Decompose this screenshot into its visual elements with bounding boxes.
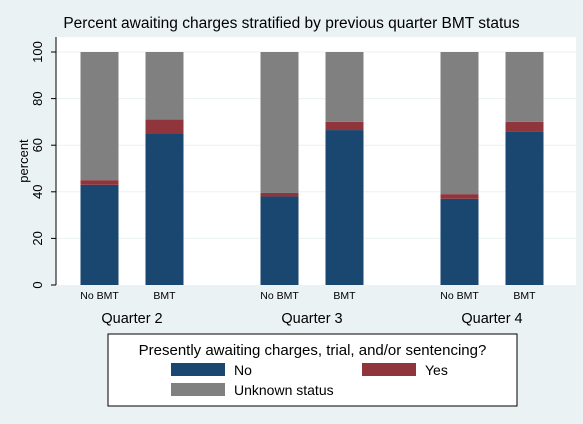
x-category-label: BMT [513, 290, 536, 302]
x-category-label: No BMT [440, 290, 479, 302]
bar-segment-yes [80, 180, 119, 185]
bar-segment-yes [145, 119, 184, 134]
bar-segment-unknown-status [440, 52, 479, 195]
bar-segment-no [440, 198, 479, 285]
legend-label: No [234, 362, 252, 378]
x-category-label: BMT [153, 290, 176, 302]
chart-title: Percent awaiting charges stratified by p… [63, 15, 520, 32]
legend-swatch-no [171, 363, 225, 376]
plot-area [56, 37, 576, 285]
x-group-label: Quarter 3 [281, 311, 342, 327]
legend-swatch-unknown-status [171, 383, 225, 396]
x-axis-labels: No BMT BMT Quarter 2 No BMT BMT Quarter 3 No B… [80, 290, 536, 327]
y-tick-label: 60 [30, 138, 45, 152]
legend-swatch-yes [362, 363, 416, 376]
x-category-label: No BMT [80, 290, 119, 302]
x-category-label: No BMT [260, 290, 299, 302]
legend-title: Presently awaiting charges, trial, and/o… [139, 342, 487, 359]
legend-items: No Yes Unknown status [171, 362, 448, 398]
bar-segment-unknown-status [260, 52, 299, 193]
bar-segment-yes [505, 121, 544, 132]
x-group-label: Quarter 4 [461, 311, 522, 327]
x-category-label: BMT [333, 290, 356, 302]
bar-segment-no [505, 131, 544, 285]
y-tick-label: 20 [30, 231, 45, 245]
bar-segment-yes [440, 194, 479, 199]
bar-segment-yes [325, 121, 364, 131]
bars [80, 52, 544, 285]
legend-label: Unknown status [234, 382, 334, 398]
x-group-label: Quarter 2 [101, 311, 162, 327]
y-axis: 0 20 40 60 80 100 [30, 37, 57, 289]
legend: Presently awaiting charges, trial, and/o… [107, 333, 518, 407]
y-tick-label: 40 [30, 185, 45, 199]
bar-segment-unknown-status [145, 52, 184, 120]
bar-segment-yes [260, 192, 299, 197]
bar-segment-no [145, 133, 184, 285]
bar-segment-no [260, 196, 299, 285]
legend-label: Yes [425, 362, 448, 378]
y-tick-label: 100 [30, 41, 45, 63]
bar-segment-unknown-status [325, 52, 364, 122]
y-axis-label: percent [16, 139, 31, 183]
grid [56, 51, 576, 239]
y-tick-label: 0 [30, 281, 45, 288]
y-tick-label: 80 [30, 91, 45, 105]
bar-segment-unknown-status [80, 52, 119, 181]
bar-segment-no [325, 130, 364, 285]
bar-segment-no [80, 184, 119, 285]
bar-segment-unknown-status [505, 52, 544, 122]
